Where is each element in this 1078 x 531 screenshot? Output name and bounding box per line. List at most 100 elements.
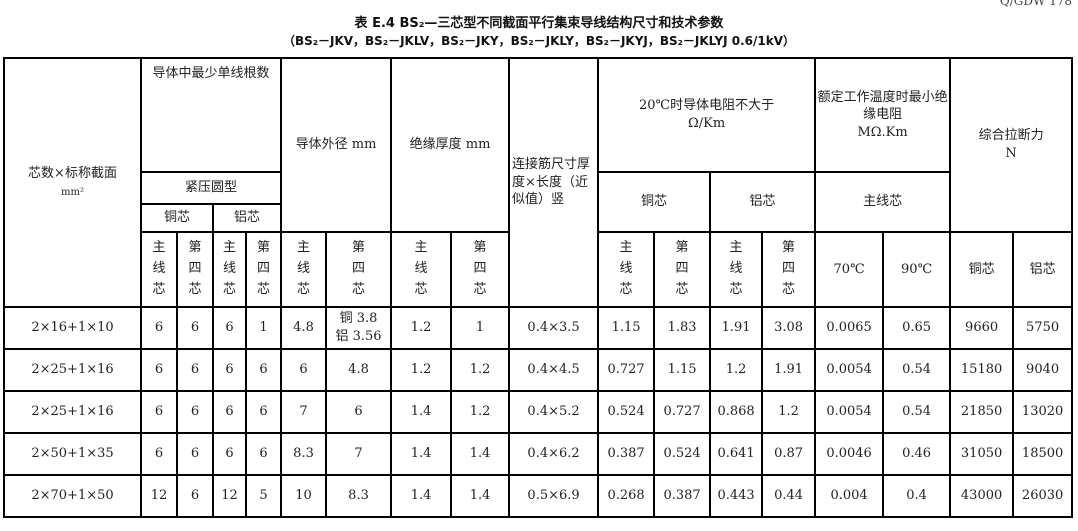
table-cell: 1.4 — [390, 432, 453, 476]
table-cell: 0.4×6.2 — [508, 432, 600, 476]
table-row: 2×25+1×16 6 6 6 6 7 6 1.4 1.2 0.4×5.2 0.524 0.727 0.… — [3, 390, 1074, 434]
sub-main-cell: 主线芯 — [140, 231, 178, 308]
table-cell: 6 — [325, 390, 393, 434]
header-rib-size: 连接筋尺寸厚度×长度（近似值）竖 — [508, 57, 600, 308]
table-cell: 0.54 — [882, 348, 952, 392]
sub-fourth: 第四芯 — [352, 240, 366, 297]
table-cell: 0.387 — [597, 432, 656, 476]
table-cell: 0.5×6.9 — [508, 474, 600, 518]
table-cell: 1.4 — [450, 432, 511, 476]
sub-fourth: 第四芯 — [675, 240, 689, 297]
sub-copper: 铜芯 — [949, 231, 1015, 308]
table-cell: 26030 — [1012, 474, 1074, 518]
table-cell: 0.65 — [882, 306, 952, 350]
table-cell: 6 — [140, 390, 178, 434]
header-compact-round: 紧压圆型 — [139, 171, 283, 205]
table-cell: 4.8 — [280, 306, 328, 350]
sub-main: 主线芯 — [152, 240, 166, 297]
table-cell: 6 — [244, 348, 283, 392]
table-cell: 2×16+1×10 — [3, 306, 142, 350]
table-cell: 1 — [450, 306, 511, 350]
table-cell: 6 — [244, 390, 283, 434]
table-cell: 1 — [244, 306, 283, 350]
sub-fourth-cell: 第四芯 — [761, 231, 817, 308]
sub-main: 主线芯 — [297, 240, 311, 297]
table-cell: 1.2 — [390, 348, 453, 392]
table-cell: 0.87 — [761, 432, 817, 476]
table-cell: 6 — [212, 390, 247, 434]
table-cell: 2×25+1×16 — [3, 348, 142, 392]
table-title: 表 E.4 BS₂—三芯型不同截面平行集束导线结构尺寸和技术参数 — [354, 16, 724, 31]
table-cell: 0.727 — [597, 348, 656, 392]
table-cell: 12 — [140, 474, 178, 518]
table-cell: 13020 — [1012, 390, 1074, 434]
header-min-wires: 导体中最少单线根数 — [139, 57, 283, 173]
table-row: 2×70+1×50 12 6 12 5 10 8.3 1.4 1.4 0.5×6.9 0.268 0.… — [3, 474, 1074, 518]
sub-fourth: 第四芯 — [473, 240, 487, 297]
sub-main-cell: 主线芯 — [280, 231, 328, 308]
table-cell: 6 — [212, 348, 247, 392]
sub-fourth-cell: 第四芯 — [450, 231, 511, 308]
table-cell: 0.387 — [653, 474, 712, 518]
table-cell: 0.4×4.5 — [508, 348, 600, 392]
table-cell: 6 — [176, 348, 214, 392]
table-cell: 0.727 — [653, 390, 712, 434]
header-resistance: 20℃时导体电阻不大于 Ω/Km — [597, 57, 817, 173]
table-cell: 1.91 — [709, 306, 764, 350]
sub-90c: 90℃ — [882, 231, 952, 308]
header-main-core: 主线芯 — [814, 171, 952, 233]
table-cell: 0.0054 — [814, 390, 885, 434]
table-cell: 6 — [280, 348, 328, 392]
table-cell: 1.4 — [450, 474, 511, 518]
table-cell: 6 — [176, 390, 214, 434]
sub-fourth: 第四芯 — [782, 240, 796, 297]
table-cell: 10 — [280, 474, 328, 518]
table-cell: 1.2 — [450, 390, 511, 434]
table-cell: 0.0054 — [814, 348, 885, 392]
sub-main-cell: 主线芯 — [212, 231, 247, 308]
table-row: 2×25+1×16 6 6 6 6 6 4.8 1.2 1.2 0.4×4.5 0.727 1.15 1… — [3, 348, 1074, 392]
table-cell: 0.54 — [882, 390, 952, 434]
table-cell: 4.8 — [325, 348, 393, 392]
table-cell: 6 — [140, 306, 178, 350]
table-cell: 1.2 — [709, 348, 764, 392]
sub-main-cell: 主线芯 — [390, 231, 453, 308]
sub-fourth-cell: 第四芯 — [325, 231, 393, 308]
table-cell: 18500 — [1012, 432, 1074, 476]
table-cell: 0.0046 — [814, 432, 885, 476]
table-cell: 3.08 — [761, 306, 817, 350]
document-number: Q/GDW 178 — [999, 0, 1072, 8]
table-cell: 0.4 — [882, 474, 952, 518]
table-cell: 0.0065 — [814, 306, 885, 350]
table-row: 2×50+1×35 6 6 6 6 8.3 7 1.4 1.4 0.4×6.2 0.387 0.524… — [3, 432, 1074, 476]
sub-70c: 70℃ — [814, 231, 885, 308]
table-cell: 8.3 — [280, 432, 328, 476]
table-cell: 1.2 — [390, 306, 453, 350]
sub-main: 主线芯 — [729, 240, 743, 297]
table-cell: 1.2 — [450, 348, 511, 392]
table-cell: 0.868 — [709, 390, 764, 434]
header-conductor-diameter: 导体外径 mm — [280, 57, 393, 233]
header-core-section: 芯数×标称截面 mm² — [3, 57, 142, 308]
cell-line: 铜 3.8 — [339, 311, 378, 327]
table-row: 2×16+1×10 6 6 6 1 4.8 铜 3.8 铝 3.56 1.2 1 0.4×3.5 1.… — [3, 306, 1074, 350]
table-cell: 5 — [244, 474, 283, 518]
sub-main: 主线芯 — [414, 240, 428, 297]
sub-fourth-cell: 第四芯 — [176, 231, 214, 308]
header-insulation-thickness: 绝缘厚度 mm — [390, 57, 511, 233]
table-cell: 1.83 — [653, 306, 712, 350]
table-cell: 0.524 — [653, 432, 712, 476]
table-cell: 7 — [325, 432, 393, 476]
table-cell: 0.524 — [597, 390, 656, 434]
header-breaking-force: 综合拉断力 N — [949, 57, 1074, 233]
table-cell: 1.4 — [390, 390, 453, 434]
table-cell: 2×70+1×50 — [3, 474, 142, 518]
table-cell: 铜 3.8 铝 3.56 — [325, 306, 393, 350]
sub-main-cell: 主线芯 — [597, 231, 656, 308]
table-cell: 0.641 — [709, 432, 764, 476]
table-cell: 1.91 — [761, 348, 817, 392]
cell-line: 铝 3.56 — [335, 329, 382, 344]
table-cell: 9660 — [949, 306, 1015, 350]
sub-fourth: 第四芯 — [188, 240, 202, 297]
table-cell: 6 — [244, 432, 283, 476]
